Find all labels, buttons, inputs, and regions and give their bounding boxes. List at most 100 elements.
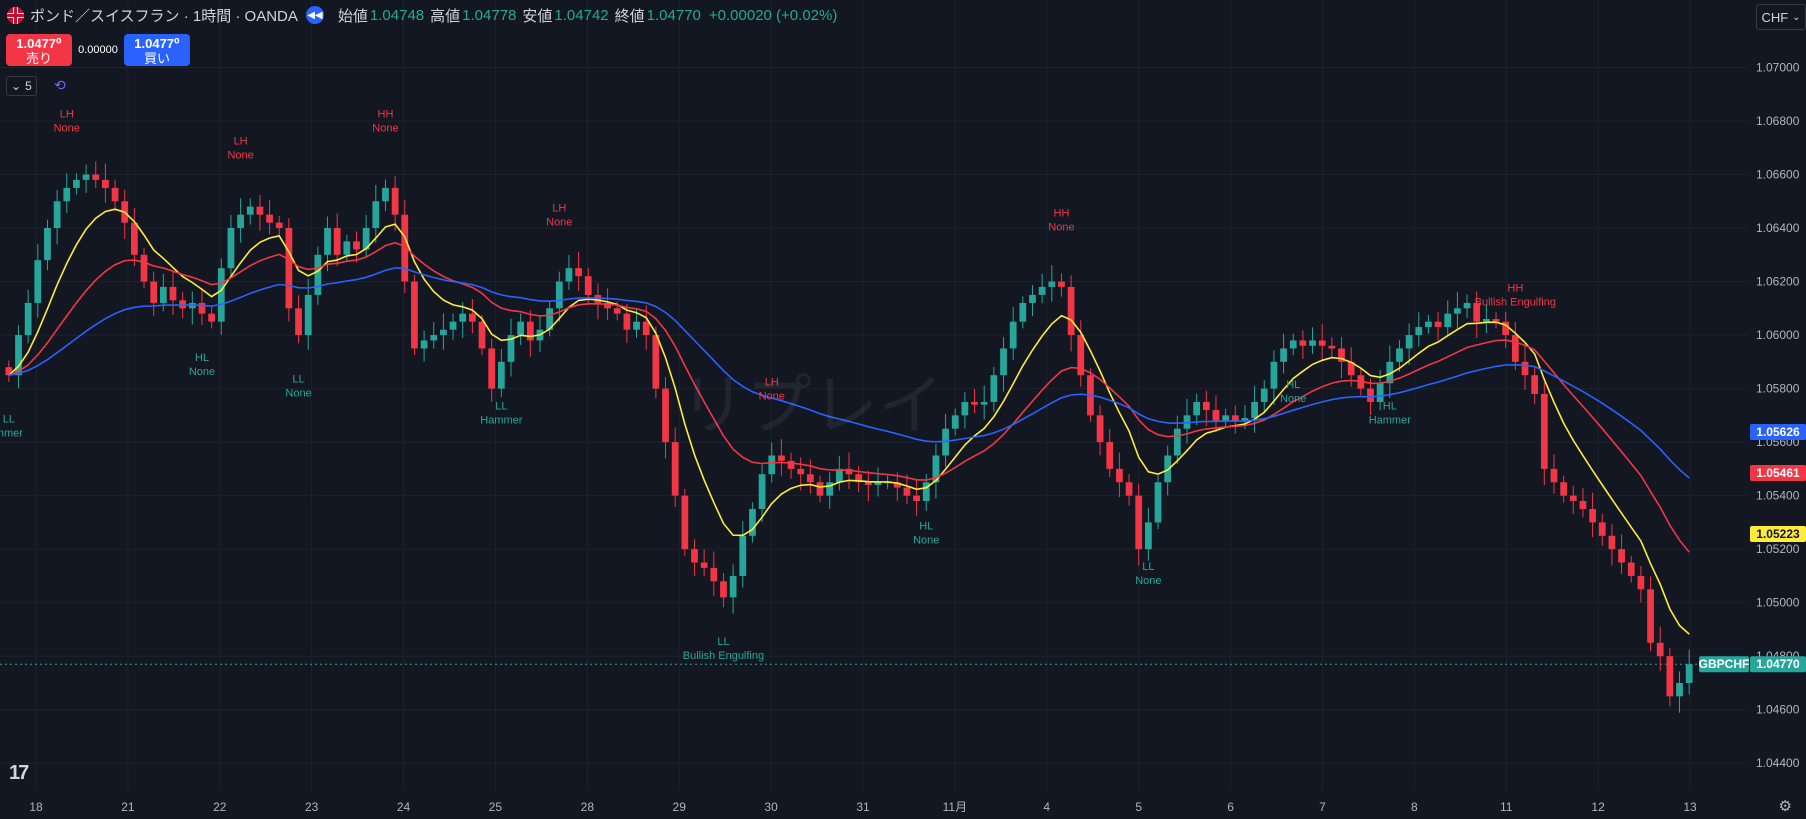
candle-body — [1164, 455, 1172, 483]
gear-icon[interactable]: ⚙ — [1778, 798, 1792, 815]
candle-body — [787, 460, 795, 469]
annotation-pattern: None — [1280, 393, 1306, 405]
candle-body — [1415, 327, 1423, 336]
candle-body — [1367, 388, 1374, 402]
price-axis: 1.07000 1.06800 1.06600 1.06400 1.06200 1.060… — [1699, 60, 1806, 770]
tradingview-logo-icon[interactable]: 17 — [9, 762, 29, 784]
ma-mid-line — [8, 241, 1690, 553]
candle-body — [159, 286, 167, 303]
candle-body — [179, 300, 187, 309]
candle-body — [1666, 656, 1674, 697]
annotation-label: LL — [3, 414, 15, 426]
candle-body — [700, 562, 708, 568]
moving-averages — [8, 208, 1690, 635]
candle-body — [304, 294, 312, 336]
candle-body — [826, 482, 834, 496]
x-tick-label: 21 — [121, 800, 135, 814]
indicators-toggle[interactable]: ⌄ 5 — [6, 76, 37, 96]
annotation-pattern: None — [285, 388, 311, 400]
buy-button[interactable]: 1.0477⁰ 買い — [124, 34, 190, 66]
candle-body — [768, 455, 776, 475]
x-tick-label: 18 — [29, 800, 43, 814]
chevron-down-icon: ⌄ — [11, 79, 22, 93]
y-tick-label: 1.06600 — [1756, 168, 1800, 182]
high-label: 高値 — [430, 7, 461, 25]
candle-body — [662, 388, 669, 443]
candle-body — [1154, 482, 1162, 523]
candle-body — [449, 321, 457, 330]
x-tick-label: 4 — [1043, 800, 1050, 814]
annotation-pattern: Bullish Engulfing — [683, 650, 764, 662]
x-tick-label: 25 — [489, 800, 503, 814]
candle-body — [1550, 468, 1558, 483]
low-value: 1.04742 — [554, 6, 609, 24]
candle-body — [874, 482, 882, 485]
sell-button[interactable]: 1.0477⁰ 売り — [6, 34, 72, 66]
candle-body — [710, 567, 718, 582]
candle-body — [102, 179, 109, 188]
annotation-label: HL — [1383, 400, 1397, 412]
candle-body — [971, 401, 978, 405]
candle-body — [835, 468, 843, 483]
candle-body — [980, 401, 988, 405]
candle-body — [1425, 321, 1432, 328]
last-price-tag-box — [1750, 656, 1806, 673]
candle-body — [1318, 340, 1326, 346]
candle-body — [285, 228, 293, 309]
candle-body — [864, 482, 872, 485]
currency-selector[interactable]: CHF ⌄ — [1756, 4, 1806, 30]
candle-body — [5, 367, 13, 376]
x-tick-label: 22 — [213, 800, 227, 814]
symbol-title[interactable]: ポンド／スイスフラン · 1時間 · OANDA — [30, 7, 298, 25]
candle-body — [604, 302, 611, 309]
candle-body — [382, 187, 389, 202]
candle-body — [1038, 286, 1046, 295]
candle-body — [1676, 682, 1683, 697]
time-axis: 18 21 22 23 24 25 28 29 30 31 11月 4 5 6 7 8 11 12 13 — [29, 800, 1697, 814]
ma-fast-tag-text: 1.05223 — [1756, 527, 1800, 541]
candle-body — [1434, 321, 1442, 328]
candle-body — [1647, 589, 1654, 643]
annotation-label: LH — [765, 376, 779, 388]
high-value: 1.04778 — [462, 6, 517, 24]
candle-body — [623, 313, 631, 330]
candle-body — [478, 321, 486, 349]
candle-body — [691, 549, 698, 563]
candle-body — [1482, 319, 1490, 322]
annotation-pattern: None — [546, 216, 572, 228]
annotation-label: HL — [919, 521, 933, 533]
x-tick-label: 13 — [1683, 800, 1697, 814]
annotation-label: HH — [1507, 283, 1523, 295]
annotation-label: LH — [60, 109, 74, 121]
annotation-label: HL — [195, 352, 209, 364]
low-label: 安値 — [522, 7, 553, 25]
candle-body — [546, 308, 554, 330]
sync-icon[interactable]: ⟲ — [54, 77, 66, 93]
candle-body — [1463, 302, 1471, 309]
candle-body — [507, 335, 515, 362]
candle-body — [1251, 401, 1258, 419]
candle-body — [517, 321, 525, 336]
candle-body — [53, 201, 61, 229]
candle-body — [488, 348, 496, 389]
candle-body — [1540, 393, 1548, 469]
currency-label: CHF — [1761, 9, 1789, 25]
y-tick-label: 1.05200 — [1756, 542, 1800, 556]
ma-slow-line — [8, 267, 1690, 479]
x-tick-label: 12 — [1591, 800, 1605, 814]
candle-body — [1019, 302, 1027, 322]
candle-body — [1116, 468, 1123, 483]
candle-body — [324, 228, 331, 255]
replay-icon[interactable]: ◀◀ — [305, 6, 324, 24]
annotation-label: HL — [1286, 379, 1300, 391]
candle-body — [893, 482, 901, 488]
y-tick-label: 1.06200 — [1756, 275, 1800, 289]
sell-label: 売り — [25, 51, 52, 66]
candle-body — [1241, 418, 1249, 421]
candle-body — [459, 313, 467, 322]
candle-body — [594, 294, 602, 303]
annotation-pattern: None — [54, 123, 80, 135]
candle-body — [1521, 361, 1529, 376]
candle-body — [468, 313, 476, 322]
